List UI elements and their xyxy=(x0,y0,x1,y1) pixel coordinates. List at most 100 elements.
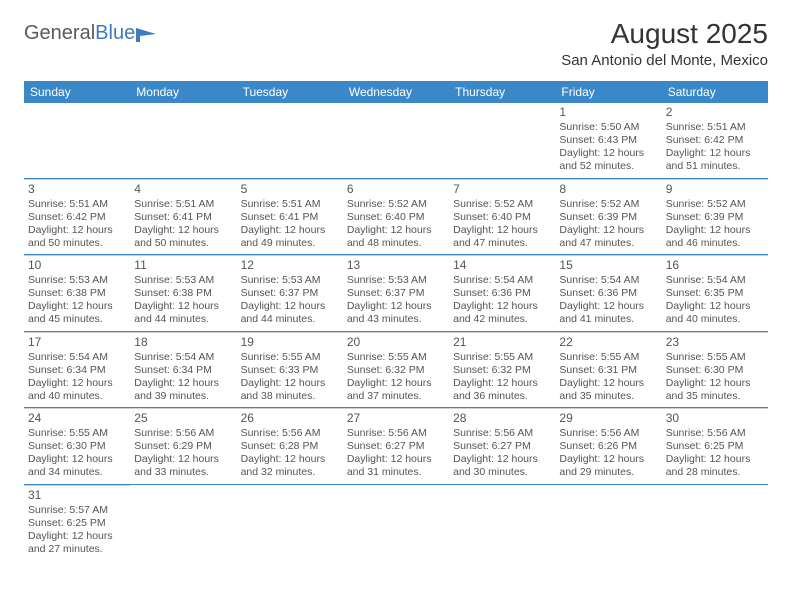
daylight-label: Daylight: 12 hours and 34 minutes. xyxy=(28,453,126,479)
sunrise-label: Sunrise: 5:56 AM xyxy=(453,427,551,440)
calendar-cell-empty xyxy=(130,103,236,178)
title-block: August 2025 San Antonio del Monte, Mexic… xyxy=(561,18,768,69)
page-root: GeneralBlue August 2025 San Antonio del … xyxy=(0,0,792,578)
sunset-label: Sunset: 6:37 PM xyxy=(347,287,445,300)
day-number: 31 xyxy=(28,488,126,503)
sunrise-label: Sunrise: 5:56 AM xyxy=(134,427,232,440)
sunrise-label: Sunrise: 5:52 AM xyxy=(559,198,657,211)
calendar-cell: 23Sunrise: 5:55 AMSunset: 6:30 PMDayligh… xyxy=(662,332,768,408)
day-number: 9 xyxy=(666,182,764,197)
calendar-header-row: Sunday Monday Tuesday Wednesday Thursday… xyxy=(24,81,768,103)
sunrise-label: Sunrise: 5:53 AM xyxy=(134,274,232,287)
calendar-cell: 19Sunrise: 5:55 AMSunset: 6:33 PMDayligh… xyxy=(237,332,343,408)
sunset-label: Sunset: 6:32 PM xyxy=(453,364,551,377)
sunset-label: Sunset: 6:29 PM xyxy=(134,440,232,453)
calendar-week: 24Sunrise: 5:55 AMSunset: 6:30 PMDayligh… xyxy=(24,408,768,485)
day-number: 8 xyxy=(559,182,657,197)
day-number: 3 xyxy=(28,182,126,197)
day-header-fri: Friday xyxy=(555,81,661,103)
daylight-label: Daylight: 12 hours and 51 minutes. xyxy=(666,147,764,173)
day-header-sat: Saturday xyxy=(662,81,768,103)
sunrise-label: Sunrise: 5:54 AM xyxy=(134,351,232,364)
day-number: 4 xyxy=(134,182,232,197)
calendar-cell: 11Sunrise: 5:53 AMSunset: 6:38 PMDayligh… xyxy=(130,255,236,331)
day-number: 30 xyxy=(666,411,764,426)
calendar-cell: 26Sunrise: 5:56 AMSunset: 6:28 PMDayligh… xyxy=(237,408,343,484)
daylight-label: Daylight: 12 hours and 42 minutes. xyxy=(453,300,551,326)
daylight-label: Daylight: 12 hours and 47 minutes. xyxy=(453,224,551,250)
page-title: August 2025 xyxy=(561,18,768,50)
calendar-cell: 4Sunrise: 5:51 AMSunset: 6:41 PMDaylight… xyxy=(130,179,236,255)
sunset-label: Sunset: 6:31 PM xyxy=(559,364,657,377)
daylight-label: Daylight: 12 hours and 40 minutes. xyxy=(666,300,764,326)
day-header-wed: Wednesday xyxy=(343,81,449,103)
daylight-label: Daylight: 12 hours and 49 minutes. xyxy=(241,224,339,250)
sunrise-label: Sunrise: 5:55 AM xyxy=(559,351,657,364)
calendar-cell-empty xyxy=(555,485,661,561)
sunset-label: Sunset: 6:30 PM xyxy=(666,364,764,377)
sunset-label: Sunset: 6:43 PM xyxy=(559,134,657,147)
day-number: 18 xyxy=(134,335,232,350)
daylight-label: Daylight: 12 hours and 52 minutes. xyxy=(559,147,657,173)
daylight-label: Daylight: 12 hours and 45 minutes. xyxy=(28,300,126,326)
day-number: 22 xyxy=(559,335,657,350)
daylight-label: Daylight: 12 hours and 37 minutes. xyxy=(347,377,445,403)
sunrise-label: Sunrise: 5:55 AM xyxy=(241,351,339,364)
sunset-label: Sunset: 6:40 PM xyxy=(453,211,551,224)
sunset-label: Sunset: 6:36 PM xyxy=(559,287,657,300)
calendar-cell: 29Sunrise: 5:56 AMSunset: 6:26 PMDayligh… xyxy=(555,408,661,484)
day-header-thu: Thursday xyxy=(449,81,555,103)
daylight-label: Daylight: 12 hours and 30 minutes. xyxy=(453,453,551,479)
logo-flag-icon xyxy=(136,26,158,42)
calendar-cell: 24Sunrise: 5:55 AMSunset: 6:30 PMDayligh… xyxy=(24,408,130,484)
sunset-label: Sunset: 6:38 PM xyxy=(134,287,232,300)
calendar-cell: 17Sunrise: 5:54 AMSunset: 6:34 PMDayligh… xyxy=(24,332,130,408)
sunrise-label: Sunrise: 5:52 AM xyxy=(666,198,764,211)
daylight-label: Daylight: 12 hours and 46 minutes. xyxy=(666,224,764,250)
day-number: 14 xyxy=(453,258,551,273)
sunset-label: Sunset: 6:38 PM xyxy=(28,287,126,300)
sunrise-label: Sunrise: 5:51 AM xyxy=(28,198,126,211)
calendar-cell: 2Sunrise: 5:51 AMSunset: 6:42 PMDaylight… xyxy=(662,103,768,178)
daylight-label: Daylight: 12 hours and 28 minutes. xyxy=(666,453,764,479)
calendar-cell-empty xyxy=(343,103,449,178)
day-header-sun: Sunday xyxy=(24,81,130,103)
calendar-cell: 12Sunrise: 5:53 AMSunset: 6:37 PMDayligh… xyxy=(237,255,343,331)
calendar-body: 1Sunrise: 5:50 AMSunset: 6:43 PMDaylight… xyxy=(24,103,768,560)
daylight-label: Daylight: 12 hours and 35 minutes. xyxy=(559,377,657,403)
calendar-cell: 18Sunrise: 5:54 AMSunset: 6:34 PMDayligh… xyxy=(130,332,236,408)
sunrise-label: Sunrise: 5:54 AM xyxy=(453,274,551,287)
sunset-label: Sunset: 6:28 PM xyxy=(241,440,339,453)
calendar-cell: 16Sunrise: 5:54 AMSunset: 6:35 PMDayligh… xyxy=(662,255,768,331)
calendar-cell: 30Sunrise: 5:56 AMSunset: 6:25 PMDayligh… xyxy=(662,408,768,484)
day-header-tue: Tuesday xyxy=(237,81,343,103)
daylight-label: Daylight: 12 hours and 35 minutes. xyxy=(666,377,764,403)
sunset-label: Sunset: 6:25 PM xyxy=(666,440,764,453)
daylight-label: Daylight: 12 hours and 27 minutes. xyxy=(28,530,126,556)
day-number: 16 xyxy=(666,258,764,273)
sunrise-label: Sunrise: 5:55 AM xyxy=(347,351,445,364)
sunrise-label: Sunrise: 5:54 AM xyxy=(28,351,126,364)
daylight-label: Daylight: 12 hours and 44 minutes. xyxy=(134,300,232,326)
calendar-cell: 7Sunrise: 5:52 AMSunset: 6:40 PMDaylight… xyxy=(449,179,555,255)
daylight-label: Daylight: 12 hours and 38 minutes. xyxy=(241,377,339,403)
sunrise-label: Sunrise: 5:52 AM xyxy=(453,198,551,211)
day-number: 1 xyxy=(559,105,657,120)
daylight-label: Daylight: 12 hours and 50 minutes. xyxy=(28,224,126,250)
header: GeneralBlue August 2025 San Antonio del … xyxy=(24,18,768,69)
calendar-cell: 14Sunrise: 5:54 AMSunset: 6:36 PMDayligh… xyxy=(449,255,555,331)
calendar-cell: 15Sunrise: 5:54 AMSunset: 6:36 PMDayligh… xyxy=(555,255,661,331)
sunset-label: Sunset: 6:37 PM xyxy=(241,287,339,300)
sunrise-label: Sunrise: 5:55 AM xyxy=(28,427,126,440)
sunset-label: Sunset: 6:33 PM xyxy=(241,364,339,377)
sunrise-label: Sunrise: 5:53 AM xyxy=(241,274,339,287)
day-number: 21 xyxy=(453,335,551,350)
calendar-cell: 20Sunrise: 5:55 AMSunset: 6:32 PMDayligh… xyxy=(343,332,449,408)
day-number: 29 xyxy=(559,411,657,426)
calendar-week: 17Sunrise: 5:54 AMSunset: 6:34 PMDayligh… xyxy=(24,332,768,409)
sunrise-label: Sunrise: 5:51 AM xyxy=(666,121,764,134)
sunset-label: Sunset: 6:36 PM xyxy=(453,287,551,300)
calendar-cell: 28Sunrise: 5:56 AMSunset: 6:27 PMDayligh… xyxy=(449,408,555,484)
sunset-label: Sunset: 6:39 PM xyxy=(666,211,764,224)
calendar-cell-empty xyxy=(449,103,555,178)
